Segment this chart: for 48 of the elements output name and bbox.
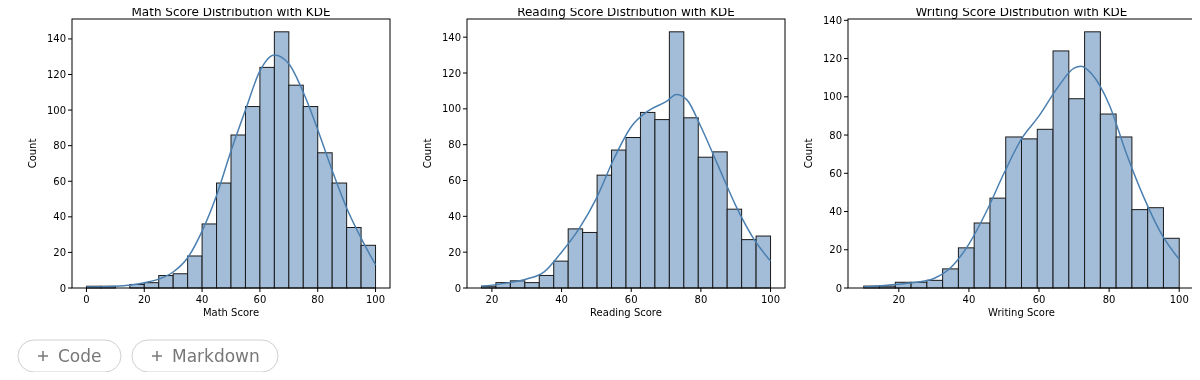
y-tick-label: 40 <box>448 210 461 222</box>
x-tick-label: 40 <box>962 294 976 305</box>
x-axis-title: Writing Score <box>988 307 1055 318</box>
y-tick-label: 0 <box>59 282 66 294</box>
x-tick-label: 60 <box>1032 294 1046 305</box>
x-axis-title: Reading Score <box>590 307 662 318</box>
x-tick-label: 60 <box>253 294 267 305</box>
x-tick-label: 100 <box>366 294 386 305</box>
x-tick-label: 20 <box>137 294 151 305</box>
x-tick-label: 100 <box>761 294 781 305</box>
y-tick-label: 80 <box>53 140 66 152</box>
x-tick-label: 100 <box>1169 294 1189 305</box>
x-tick-label: 60 <box>624 294 638 305</box>
text: Code <box>58 346 102 366</box>
x-tick-label: 20 <box>892 294 906 305</box>
y-tick-label: 20 <box>448 246 461 258</box>
y-tick-label: 100 <box>441 103 461 115</box>
y-tick-label: 20 <box>829 244 842 256</box>
y-tick-label: 140 <box>822 14 842 26</box>
y-tick-label: 20 <box>53 246 66 258</box>
y-tick-label: 120 <box>46 69 66 81</box>
x-tick-label: 80 <box>694 294 708 305</box>
x-tick-label: 80 <box>1102 294 1116 305</box>
y-tick-label: 140 <box>441 31 461 43</box>
y-tick-label: 60 <box>53 175 66 187</box>
x-tick-label: 80 <box>311 294 325 305</box>
x-tick-label: 0 <box>83 294 90 305</box>
y-tick-label: 80 <box>448 139 461 151</box>
y-tick-label: 120 <box>822 53 842 65</box>
y-tick-label: 100 <box>822 91 842 103</box>
x-tick-label: 40 <box>555 294 568 305</box>
y-tick-label: 40 <box>829 206 842 218</box>
x-axis-title: Math Score <box>202 307 260 318</box>
y-tick-label: 100 <box>46 104 66 116</box>
y-axis-title: Count <box>803 138 814 169</box>
y-tick-label: 60 <box>448 175 461 187</box>
x-tick-label: 40 <box>195 294 209 305</box>
x-tick-label: 20 <box>485 294 499 305</box>
y-tick-label: 140 <box>46 33 66 45</box>
y-tick-label: 60 <box>829 167 842 179</box>
y-tick-label: 40 <box>53 211 66 223</box>
y-tick-label: 120 <box>441 67 461 79</box>
y-tick-label: 80 <box>829 129 842 141</box>
y-axis-title: Count <box>27 138 38 169</box>
y-tick-label: 0 <box>835 282 842 294</box>
text: Markdown <box>172 346 260 366</box>
y-tick-label: 0 <box>454 282 461 294</box>
y-axis-title: Count <box>422 138 433 169</box>
